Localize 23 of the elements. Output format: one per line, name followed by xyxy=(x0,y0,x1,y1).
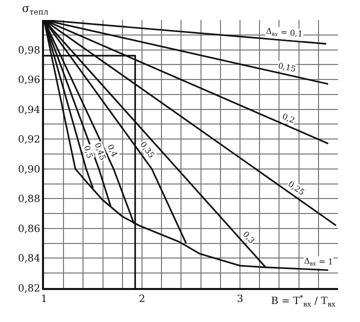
y-tick-label: 0,96 xyxy=(18,75,40,86)
text: 0,3 xyxy=(241,230,256,246)
text: 0,2 xyxy=(280,112,296,126)
y-tick-label: 0,90 xyxy=(18,164,40,176)
y-tick-label: 0,84 xyxy=(18,254,40,265)
text: 0,25 xyxy=(286,180,306,198)
y-tick-label: 0,86 xyxy=(18,224,40,235)
text: 0,5 xyxy=(82,144,94,160)
text: 0,15 xyxy=(277,61,297,74)
series-label: Δ$_{вх}$ = 1 xyxy=(304,256,334,268)
y-tick-label: 0,98 xyxy=(18,45,40,56)
x-axis-title: B = T$^{*}$$_{вх}$ / T$_{вх}$ xyxy=(271,294,336,308)
y-tick-label: 0,92 xyxy=(18,134,40,146)
y-tick-label: 0,82 xyxy=(18,284,40,294)
x-tick-label: 2 xyxy=(138,294,146,305)
text: 0,45 xyxy=(92,142,108,162)
y-tick-label: 0,94 xyxy=(18,104,40,116)
y-axis-title: σ$_{тепл}$ xyxy=(22,2,48,16)
x-tick-label: 1 xyxy=(40,294,48,305)
x-tick-label: 3 xyxy=(236,294,244,305)
series-label: Δ$_{вх}$ = 0,1 xyxy=(266,26,303,40)
y-tick-label: 0,88 xyxy=(18,194,40,206)
text: 0,4 xyxy=(106,143,120,158)
